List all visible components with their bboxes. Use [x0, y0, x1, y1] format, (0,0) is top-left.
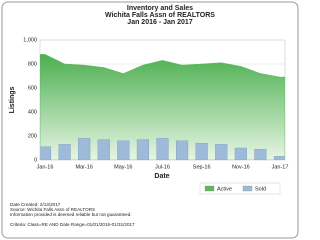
legend-label: Active: [217, 186, 232, 192]
bar: [136, 139, 149, 160]
bar: [117, 140, 130, 160]
legend: Active Sold: [199, 182, 281, 195]
y-tick-label: 0: [34, 157, 37, 163]
chart-subtitle: Wichita Falls Assn of REALTORS: [105, 12, 215, 19]
y-tick-label: 600: [28, 85, 37, 91]
legend-swatch: [242, 185, 253, 192]
y-tick-label: 400: [28, 109, 37, 115]
bar: [40, 146, 52, 160]
bar: [195, 142, 208, 160]
y-tick-label: 200: [28, 133, 37, 139]
plot-series: [40, 54, 285, 160]
bar: [58, 144, 71, 160]
notes: Date Created: 2/13/2017 Source: Wichita …: [10, 202, 135, 227]
note: Criteria: Class=RE AND Date Range=01/01/…: [10, 222, 135, 227]
x-axis-label: Date: [154, 173, 169, 180]
y-tick-label: 1,000: [23, 37, 37, 43]
legend-swatch: [204, 185, 215, 192]
x-tick-label: Mar-16: [75, 164, 92, 170]
y-tick-label: 800: [28, 61, 37, 67]
x-tick-label: Nov-16: [232, 164, 250, 170]
bar: [78, 138, 91, 160]
chart: Inventory and Sales Wichita Falls Assn o…: [1, 1, 299, 239]
chart-subtitle: Jan 2016 - Jan 2017: [127, 19, 192, 26]
note: Information provided is deemed reliable …: [10, 212, 132, 217]
y-axis-label: Listings: [9, 86, 16, 113]
legend-label: Sold: [255, 186, 266, 192]
x-tick-label: Sep-16: [193, 164, 211, 170]
bar: [234, 147, 247, 160]
x-tick-label: Jan-16: [37, 164, 54, 170]
legend-box: [199, 182, 281, 195]
x-tick-label: Jul-16: [155, 164, 170, 170]
bar: [156, 138, 169, 160]
note: Date Created: 2/13/2017: [10, 202, 61, 207]
area: [40, 54, 285, 160]
bar: [215, 144, 228, 160]
chart-title: Inventory and Sales: [127, 5, 193, 12]
bar: [97, 139, 110, 160]
bar: [273, 156, 285, 160]
bar: [176, 140, 189, 160]
x-tick-label: Jan-17: [272, 164, 289, 170]
x-tick-label: May-16: [114, 164, 132, 170]
bar: [254, 148, 267, 160]
note: Source: Wichita Falls Assn of REALTORS: [10, 207, 95, 212]
